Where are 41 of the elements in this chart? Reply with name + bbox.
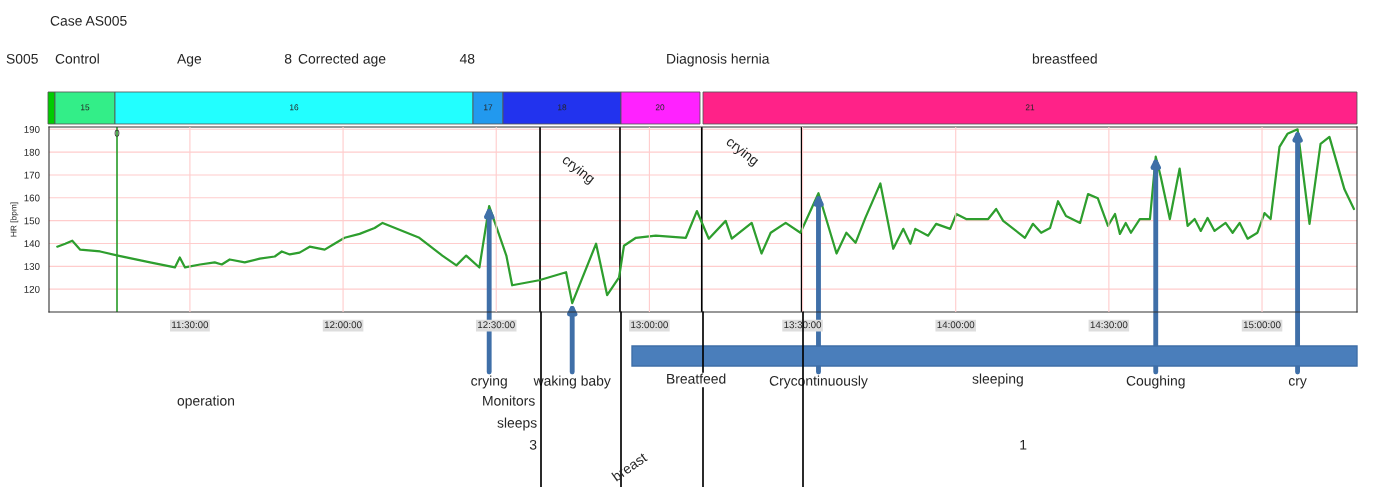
text: 8 [284, 53, 292, 64]
text: sleeps [497, 417, 537, 431]
y-tick-label: 160 [24, 194, 40, 202]
annotation: crying [471, 375, 507, 389]
x-tick-label: 12:30:00 [478, 321, 515, 329]
text: Case AS005 [50, 15, 127, 26]
y-axis-title: HR [bpm] [10, 202, 19, 237]
text: 17 [484, 104, 493, 111]
y-tick-label: 150 [24, 217, 40, 225]
text: 21 [1025, 104, 1035, 111]
text: operation [177, 395, 235, 409]
x-tick-label: 13:00:00 [631, 321, 668, 329]
x-tick-label: 15:00:00 [1243, 321, 1281, 329]
text: Monitors [483, 395, 535, 406]
y-tick-label: 180 [24, 148, 40, 156]
y-tick-label: 170 [24, 171, 40, 179]
y-tick-label: 120 [24, 285, 40, 293]
y-tick-label: 190 [24, 126, 40, 133]
x-tick-label: 11:30:00 [172, 321, 209, 329]
text: Corrected age [298, 53, 386, 67]
annotation: Coughing [1126, 375, 1185, 389]
x-tick-label: 14:00:00 [937, 321, 975, 329]
x-tick-label: 14:30:00 [1090, 321, 1128, 329]
y-tick-label: 130 [24, 263, 40, 270]
y-tick-label: 140 [24, 240, 40, 248]
text: sleeping [972, 373, 1023, 387]
text: Breatfeed [667, 373, 726, 384]
text: 18 [558, 104, 567, 111]
text: Diagnosis hernia [667, 53, 770, 67]
text: breastfeed [1032, 53, 1097, 64]
x-tick-label: 12:00:00 [324, 321, 362, 329]
text: 48 [459, 53, 475, 64]
text: 16 [290, 104, 299, 111]
text: S005 [6, 53, 38, 64]
text: 1 [1020, 440, 1027, 450]
text: 20 [655, 104, 665, 111]
text: 15 [81, 104, 90, 111]
text: Control [55, 53, 99, 64]
text: Age [177, 54, 202, 67]
text: 3 [529, 439, 537, 450]
annotation: cry [1288, 378, 1307, 389]
